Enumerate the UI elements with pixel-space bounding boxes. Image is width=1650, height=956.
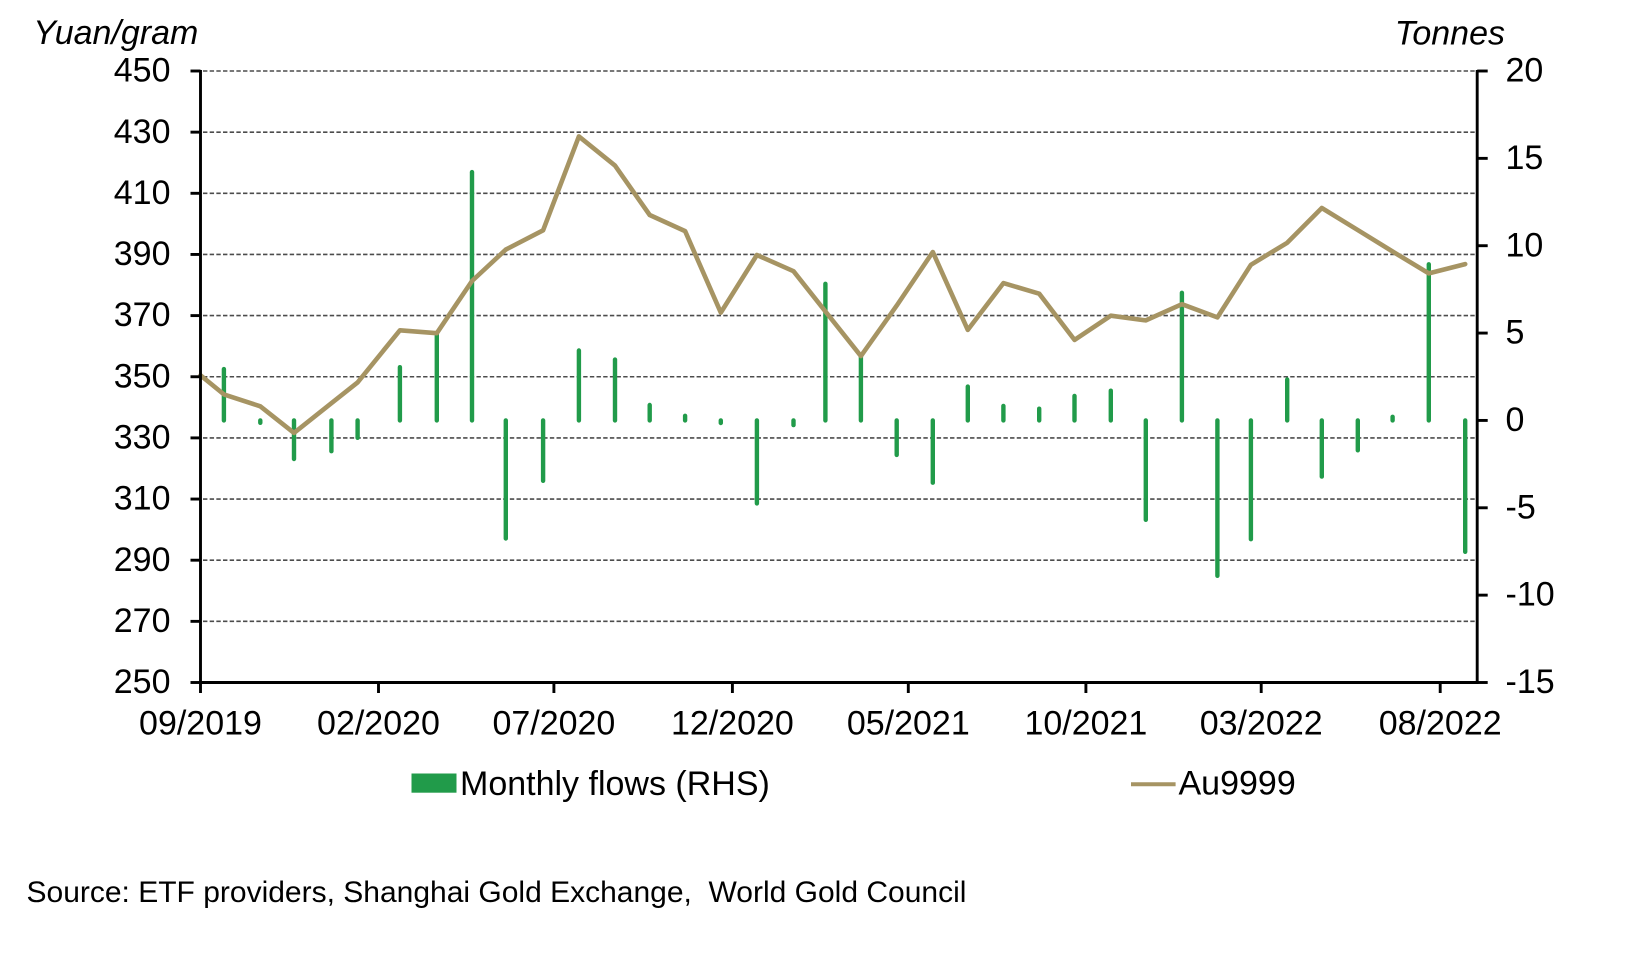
svg-text:370: 370 <box>114 296 171 334</box>
svg-text:12/2020: 12/2020 <box>671 705 794 743</box>
svg-text:450: 450 <box>114 52 171 90</box>
svg-text:10/2021: 10/2021 <box>1024 705 1147 743</box>
svg-text:390: 390 <box>114 235 171 273</box>
svg-text:08/2022: 08/2022 <box>1379 705 1502 743</box>
svg-text:-5: -5 <box>1506 488 1536 526</box>
svg-text:03/2022: 03/2022 <box>1200 705 1323 743</box>
svg-text:430: 430 <box>114 113 171 151</box>
svg-text:07/2020: 07/2020 <box>492 705 615 743</box>
svg-text:5: 5 <box>1506 314 1525 352</box>
svg-text:Tonnes: Tonnes <box>1395 15 1505 53</box>
svg-text:02/2020: 02/2020 <box>317 705 440 743</box>
svg-text:410: 410 <box>114 174 171 212</box>
svg-text:Yuan/gram: Yuan/gram <box>33 14 198 52</box>
svg-text:09/2019: 09/2019 <box>139 705 262 743</box>
svg-text:-10: -10 <box>1506 576 1555 614</box>
svg-text:0: 0 <box>1506 401 1525 439</box>
svg-text:15: 15 <box>1506 139 1544 177</box>
svg-text:05/2021: 05/2021 <box>847 705 970 743</box>
svg-text:270: 270 <box>114 602 171 640</box>
svg-text:350: 350 <box>114 357 171 395</box>
svg-text:Source: ETF providers, Shangha: Source: ETF providers, Shanghai Gold Exc… <box>27 876 967 909</box>
svg-text:Au9999: Au9999 <box>1179 765 1296 803</box>
svg-text:330: 330 <box>114 419 171 457</box>
svg-text:10: 10 <box>1506 226 1544 264</box>
svg-text:310: 310 <box>114 480 171 518</box>
svg-text:-15: -15 <box>1506 663 1555 701</box>
svg-text:20: 20 <box>1506 52 1544 90</box>
svg-text:Monthly flows (RHS): Monthly flows (RHS) <box>460 765 770 803</box>
svg-text:290: 290 <box>114 541 171 579</box>
svg-text:250: 250 <box>114 663 171 701</box>
